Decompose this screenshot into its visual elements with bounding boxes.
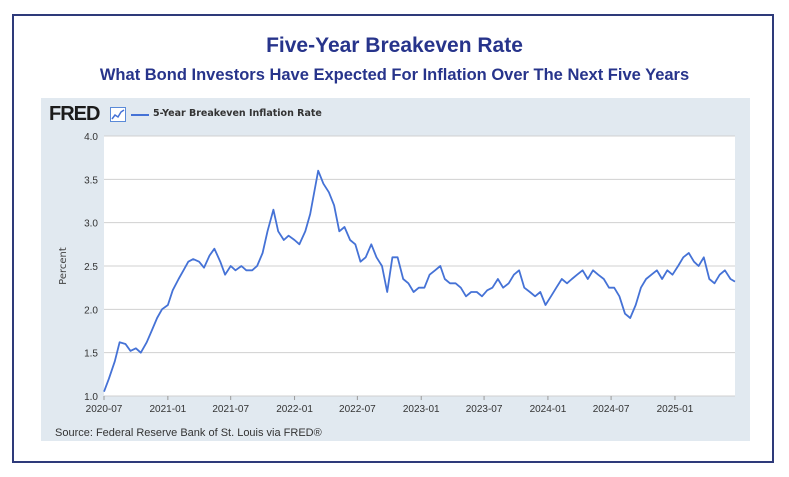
x-tick-label: 2022-01	[276, 404, 313, 415]
x-tick-label: 2021-01	[150, 404, 187, 415]
fred-logo[interactable]: FRED	[49, 103, 100, 125]
x-tick-label: 2020-07	[86, 404, 123, 415]
y-tick-label: 1.0	[84, 392, 98, 403]
page-title: Five-Year Breakeven Rate	[266, 34, 523, 57]
y-tick-label: 2.0	[84, 305, 98, 316]
x-tick-label: 2022-07	[339, 404, 376, 415]
series-line	[103, 169, 736, 393]
legend-label: 5-Year Breakeven Inflation Rate	[153, 108, 322, 119]
source-note: Source: Federal Reserve Bank of St. Loui…	[55, 427, 322, 439]
y-tick-label: 4.0	[84, 132, 98, 143]
y-tick-label: 3.5	[84, 175, 98, 186]
y-tick-label: 3.0	[84, 219, 98, 230]
x-tick-label: 2024-01	[530, 404, 567, 415]
x-tick-label: 2021-07	[212, 404, 249, 415]
x-tick-label: 2024-07	[593, 404, 630, 415]
legend-line-swatch	[131, 114, 149, 116]
page-subtitle: What Bond Investors Have Expected For In…	[99, 66, 690, 84]
y-tick-label: 1.5	[84, 349, 98, 360]
y-axis-label: Percent	[58, 247, 69, 285]
x-tick-label: 2025-01	[657, 404, 694, 415]
x-tick-label: 2023-07	[466, 404, 503, 415]
chart-line-icon	[110, 107, 126, 122]
x-tick-label: 2023-01	[403, 404, 440, 415]
y-tick-label: 2.5	[84, 262, 98, 273]
